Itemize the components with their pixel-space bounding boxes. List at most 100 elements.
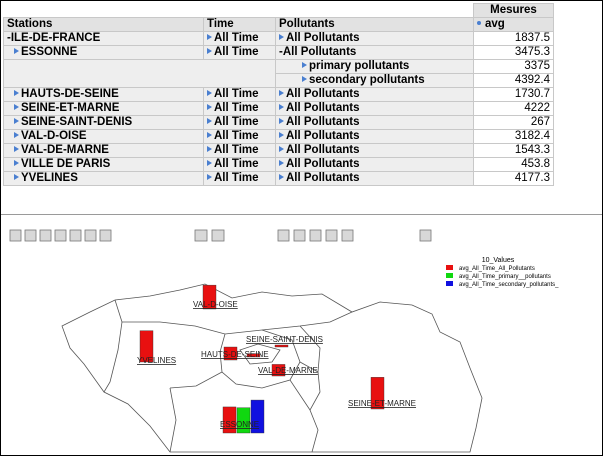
cell-text[interactable]: All Pollutants — [286, 88, 360, 101]
dimension-cell: YVELINES — [3, 171, 204, 186]
cell-text[interactable]: All Pollutants — [286, 172, 360, 185]
cell-text[interactable]: -ILE-DE-FRANCE — [7, 32, 101, 45]
map-bar — [246, 353, 261, 358]
table-row: VILLE DE PARIS All Time All Pollutants 453.… — [3, 157, 554, 172]
expand-icon[interactable] — [207, 48, 212, 54]
map-bar — [274, 344, 289, 348]
expand-icon[interactable] — [207, 104, 212, 110]
dimension-cell: All Time — [203, 143, 276, 158]
expand-icon[interactable] — [14, 48, 19, 54]
cell-text[interactable]: YVELINES — [21, 172, 78, 185]
expand-icon[interactable] — [279, 104, 284, 110]
dimension-cell: -ILE-DE-FRANCE — [3, 31, 204, 46]
header-row: Stations Time Pollutants avg — [3, 17, 554, 32]
dimension-cell: SEINE-ET-MARNE — [3, 101, 204, 116]
expand-icon[interactable] — [207, 34, 212, 40]
expand-icon[interactable] — [14, 118, 19, 124]
measure-icon — [477, 21, 481, 25]
refresh[interactable] — [99, 229, 112, 242]
cell-text[interactable]: VAL-DE-MARNE — [21, 144, 109, 157]
map-bar — [139, 330, 154, 363]
dimension-cell: ESSONNE — [3, 45, 204, 60]
map-label: ESSONNE — [220, 420, 259, 429]
cell-text[interactable]: All Pollutants — [286, 130, 360, 143]
cell-text[interactable]: SEINE-SAINT-DENIS — [21, 116, 133, 129]
cell-text[interactable]: All Time — [214, 102, 259, 115]
expand-icon[interactable] — [14, 146, 19, 152]
expand-icon[interactable] — [279, 146, 284, 152]
cell-text[interactable]: All Pollutants — [286, 102, 360, 115]
expand-icon[interactable] — [14, 132, 19, 138]
print[interactable] — [69, 229, 82, 242]
cell-text[interactable]: All Time — [214, 32, 259, 45]
map-label: HAUTS-DE-SEINE — [201, 350, 269, 359]
cell-text[interactable]: All Time — [214, 158, 259, 171]
cell-text[interactable]: All Time — [214, 130, 259, 143]
dimension-cell: All Pollutants — [275, 171, 474, 186]
pan[interactable] — [39, 229, 52, 242]
cell-text[interactable]: -All Pollutants — [279, 46, 357, 59]
cell-text[interactable]: HAUTS-DE-SEINE — [21, 88, 119, 101]
expand-icon[interactable] — [279, 160, 284, 166]
cell-text[interactable]: All Time — [214, 46, 259, 59]
chart-bar[interactable] — [419, 229, 432, 242]
expand-icon[interactable] — [14, 104, 19, 110]
expand-icon[interactable] — [207, 132, 212, 138]
table-row: VAL-DE-MARNE All Time All Pollutants 1543.3 — [3, 143, 554, 158]
expand-icon[interactable] — [207, 146, 212, 152]
expand-icon[interactable] — [14, 160, 19, 166]
cell-text[interactable]: All Pollutants — [286, 158, 360, 171]
value-cell: 4392.4 — [473, 73, 554, 88]
table-view[interactable] — [194, 229, 208, 242]
expand-icon[interactable] — [207, 160, 212, 166]
cell-text[interactable]: All Pollutants — [286, 32, 360, 45]
toolbar — [9, 229, 432, 242]
expand-icon[interactable] — [279, 90, 284, 96]
cell-text[interactable]: All Time — [214, 88, 259, 101]
globe[interactable] — [293, 229, 306, 242]
chart-line[interactable] — [325, 229, 338, 242]
info[interactable] — [54, 229, 67, 242]
expand-icon[interactable] — [302, 76, 307, 82]
chart-area[interactable] — [341, 229, 354, 242]
expand-icon[interactable] — [207, 174, 212, 180]
export[interactable] — [84, 229, 97, 242]
table-row: ESSONNE All Time -All Pollutants 3475.3 — [3, 45, 554, 60]
cell-text[interactable]: All Pollutants — [286, 144, 360, 157]
merged-cell — [3, 59, 276, 88]
cell-text[interactable]: VAL-D-OISE — [21, 130, 87, 143]
column-header-text: Stations — [7, 18, 53, 31]
check[interactable] — [309, 229, 322, 242]
expand-icon[interactable] — [279, 174, 284, 180]
value-cell: 453.8 — [473, 157, 554, 172]
zoom-out[interactable] — [24, 229, 37, 242]
expand-icon[interactable] — [207, 90, 212, 96]
dimension-cell: SEINE-SAINT-DENIS — [3, 115, 204, 130]
zoom-in[interactable] — [9, 229, 22, 242]
cell-text[interactable]: primary pollutants — [309, 60, 410, 73]
dimension-cell: All Pollutants — [275, 87, 474, 102]
expand-icon[interactable] — [302, 62, 307, 68]
cell-text[interactable]: secondary pollutants — [309, 74, 425, 87]
map-panel: VAL-D-OISE YVELINES HAUTS-DE-SEINE SEINE-SA… — [9, 229, 599, 453]
value-cell: 1730.7 — [473, 87, 554, 102]
cell-text[interactable]: All Time — [214, 144, 259, 157]
cell-text[interactable]: SEINE-ET-MARNE — [21, 102, 120, 115]
legend-label: avg_All_Time_secondary_pollutants_ — [459, 282, 559, 288]
value-cell: 1837.5 — [473, 31, 554, 46]
select[interactable] — [277, 229, 290, 242]
cell-text[interactable]: VILLE DE PARIS — [21, 158, 111, 171]
map-bar — [222, 406, 237, 434]
map-label: SEINE-SAINT-DENIS — [246, 335, 323, 344]
cell-text[interactable]: All Time — [214, 172, 259, 185]
expand-icon[interactable] — [279, 118, 284, 124]
expand-icon[interactable] — [279, 34, 284, 40]
expand-icon[interactable] — [14, 90, 19, 96]
expand-icon[interactable] — [14, 174, 19, 180]
cell-text[interactable]: All Pollutants — [286, 116, 360, 129]
expand-icon[interactable] — [207, 118, 212, 124]
cell-text[interactable]: ESSONNE — [21, 46, 78, 59]
expand-icon[interactable] — [279, 132, 284, 138]
map-view[interactable] — [211, 229, 225, 242]
cell-text[interactable]: All Time — [214, 116, 259, 129]
